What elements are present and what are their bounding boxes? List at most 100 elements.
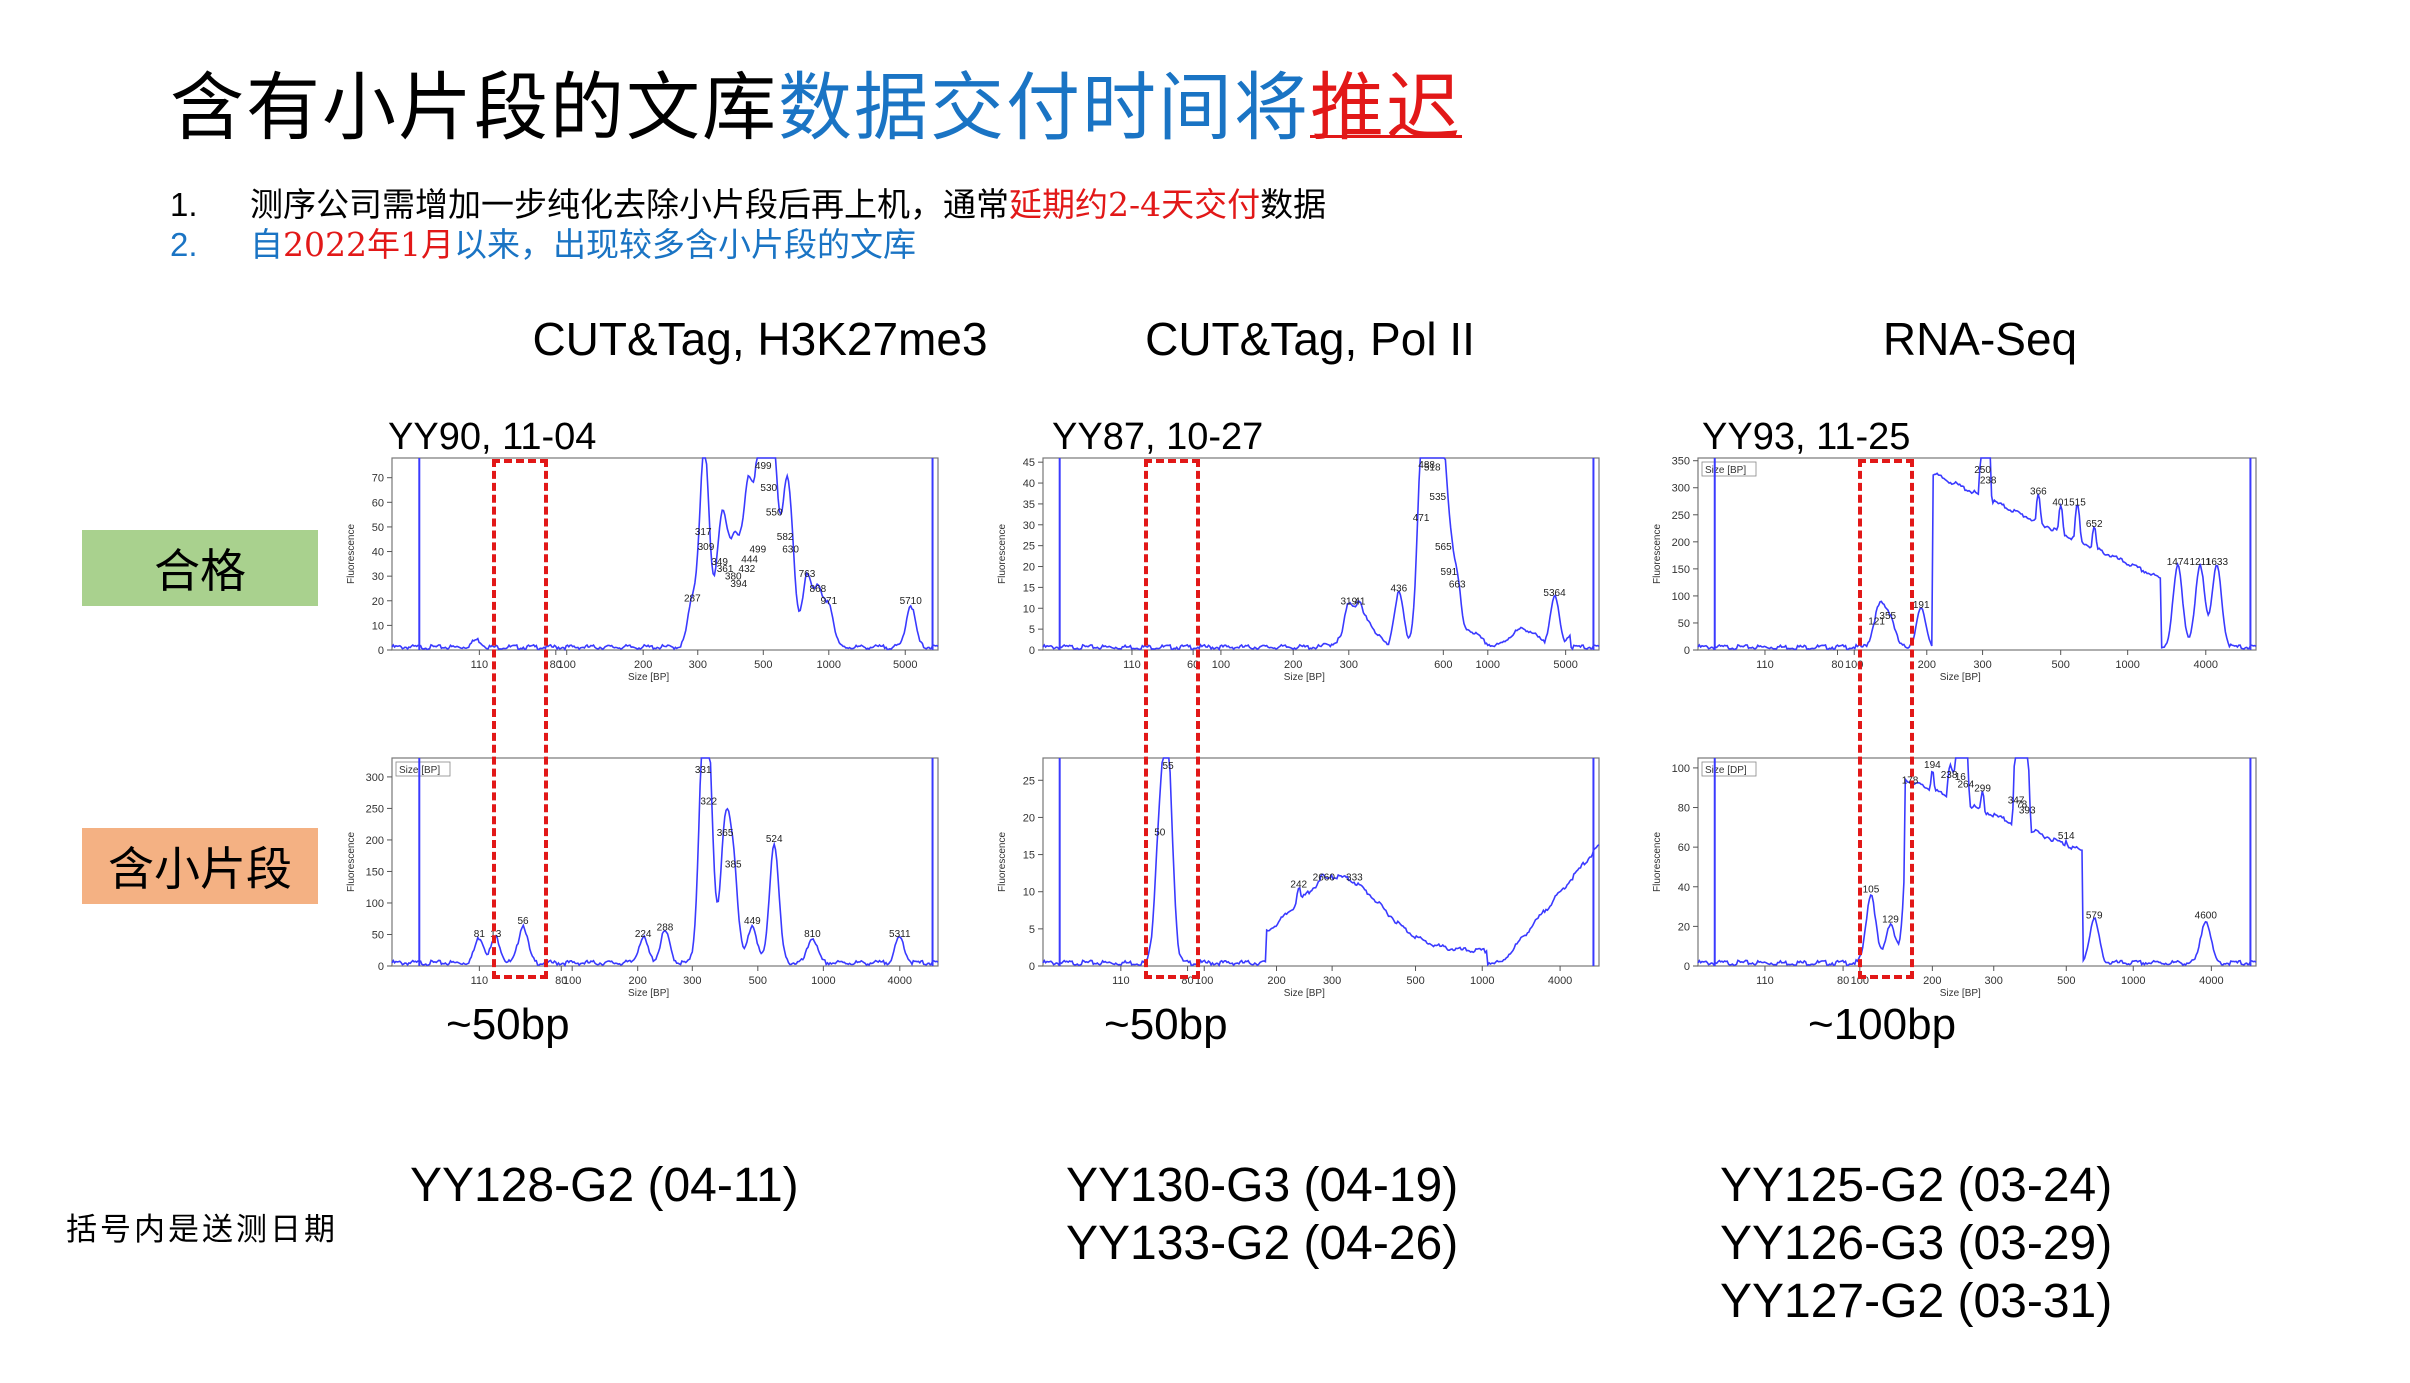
x-tick-label: 1000 <box>2115 659 2139 671</box>
y-tick-label: 150 <box>1672 564 1690 576</box>
peak-label: 287 <box>684 594 701 605</box>
y-tick-label: 150 <box>366 866 384 878</box>
peak-label: 444 <box>741 554 758 565</box>
peak-label: 530 <box>760 483 777 494</box>
fragment-size-label: ~50bp <box>446 1000 570 1049</box>
peak-label: 394 <box>730 579 747 590</box>
y-tick-label: 30 <box>372 571 384 583</box>
y-tick-label: 40 <box>372 547 384 559</box>
peak-label: 488 <box>1418 460 1435 471</box>
y-tick-label: 70 <box>372 473 384 485</box>
trace-line <box>391 757 939 968</box>
y-tick-label: 100 <box>1672 591 1690 603</box>
x-tick-label: 200 <box>1284 659 1302 671</box>
peak-label: 129 <box>1882 914 1899 925</box>
x-tick-label: 4000 <box>2199 975 2223 987</box>
sample-label-polii: YY87, 10-27 <box>1052 416 1264 458</box>
peak-label: 242 <box>1290 880 1307 891</box>
peak-label: 514 <box>2058 831 2075 842</box>
peak-label: 319 <box>1340 596 1357 607</box>
x-tick-label: 110 <box>1756 659 1774 671</box>
bullet-text: 数据 <box>1260 185 1327 224</box>
peak-label: 535 <box>1429 492 1446 503</box>
y-tick-label: 20 <box>1678 921 1690 933</box>
sample-id: YY128-G2 (04-11) <box>410 1159 799 1212</box>
peak-label: 499 <box>749 544 766 555</box>
x-tick-label: 1000 <box>817 659 841 671</box>
y-tick-label: 0 <box>378 645 384 657</box>
trace-line <box>391 457 939 652</box>
x-tick-label: 4000 <box>1548 975 1572 987</box>
x-axis-label: Size [BP] <box>1940 672 1981 683</box>
x-tick-label: 300 <box>1340 659 1358 671</box>
trace-line <box>1042 757 1600 968</box>
peak-label: 5311 <box>889 929 911 940</box>
legend-box <box>395 761 451 777</box>
peak-label: 565 <box>1435 542 1452 553</box>
plot-area <box>1042 757 1600 967</box>
x-tick-label: 300 <box>689 659 707 671</box>
column-title-rnaseq: RNA-Seq <box>1882 313 2078 365</box>
legend-label: Size [DP] <box>1705 765 1747 776</box>
peak-label: 16 <box>1955 772 1967 783</box>
y-axis-label: Fluorescence <box>997 832 1008 892</box>
x-tick-label: 300 <box>1323 975 1341 987</box>
sample-id-list-h3k27me3: YY128-G2 (04-11) <box>410 1157 799 1215</box>
x-tick-label: 80 <box>1837 975 1849 987</box>
sample-label-h3k27me3: YY90, 11-04 <box>388 416 597 458</box>
column-title-h3k27me3: CUT&Tag, H3K27me3 <box>532 313 988 365</box>
peak-label: 579 <box>2086 910 2103 921</box>
x-tick-label: 200 <box>634 659 652 671</box>
peak-label: 309 <box>698 542 715 553</box>
bullet-text: 以来，出现较多含小片段的文库 <box>453 225 916 264</box>
x-tick-label: 200 <box>1918 659 1936 671</box>
bullet-1: 1. 测序公司需增加一步纯化去除小片段后再上机，通常延期约2-4天交付数据 <box>170 178 1326 226</box>
peak-label: 518 <box>1424 463 1441 474</box>
y-tick-label: 45 <box>1023 457 1035 469</box>
peak-label: 333 <box>1346 872 1363 883</box>
x-tick-label: 100 <box>1212 659 1230 671</box>
y-tick-label: 50 <box>372 522 384 534</box>
x-tick-label: 500 <box>749 975 767 987</box>
y-tick-label: 15 <box>1023 582 1035 594</box>
peak-label: 515 <box>2069 497 2086 508</box>
y-tick-label: 350 <box>1672 456 1690 468</box>
peak-label: 3 <box>1879 611 1885 622</box>
small-fragment-highlight-box <box>1144 459 1200 979</box>
fragment-size-label: ~50bp <box>1104 1000 1228 1049</box>
peak-label: 331 <box>695 765 712 776</box>
peak-label: 582 <box>777 532 794 543</box>
trace-line <box>1697 457 2257 651</box>
peak-label: 763 <box>799 569 816 580</box>
peak-label: 550 <box>766 508 783 519</box>
x-tick-label: 300 <box>1973 659 1991 671</box>
peak-label: 78 <box>2016 799 2028 810</box>
y-axis-label: Fluorescence <box>1652 524 1663 584</box>
fragment-size-label: ~100bp <box>1808 1000 1957 1049</box>
title-part3: 推迟 <box>1310 65 1462 151</box>
y-tick-label: 200 <box>366 835 384 847</box>
peak-label: 365 <box>717 828 734 839</box>
x-tick-label: 100 <box>558 659 576 671</box>
y-tick-label: 80 <box>1678 803 1690 815</box>
bullet-highlight: 延期约2-4天交付 <box>1009 185 1261 224</box>
x-tick-label: 200 <box>1267 975 1285 987</box>
y-tick-label: 100 <box>1672 763 1690 775</box>
peak-label: 317 <box>695 527 712 538</box>
row-label-pass: 合格 <box>82 530 318 606</box>
y-tick-label: 0 <box>1684 961 1690 973</box>
peak-label: 810 <box>804 929 821 940</box>
peak-label: 432 <box>739 564 756 575</box>
peak-label: 471 <box>1413 513 1430 524</box>
y-tick-label: 20 <box>1023 812 1035 824</box>
y-tick-label: 0 <box>1029 645 1035 657</box>
x-tick-label: 5000 <box>893 659 917 671</box>
sample-id: YY133-G2 (04-26) <box>1066 1217 1459 1270</box>
bullet-text: 自 <box>250 225 283 264</box>
peak-label: 361 <box>717 564 734 575</box>
y-tick-label: 15 <box>1023 850 1035 862</box>
y-tick-label: 250 <box>1672 510 1690 522</box>
